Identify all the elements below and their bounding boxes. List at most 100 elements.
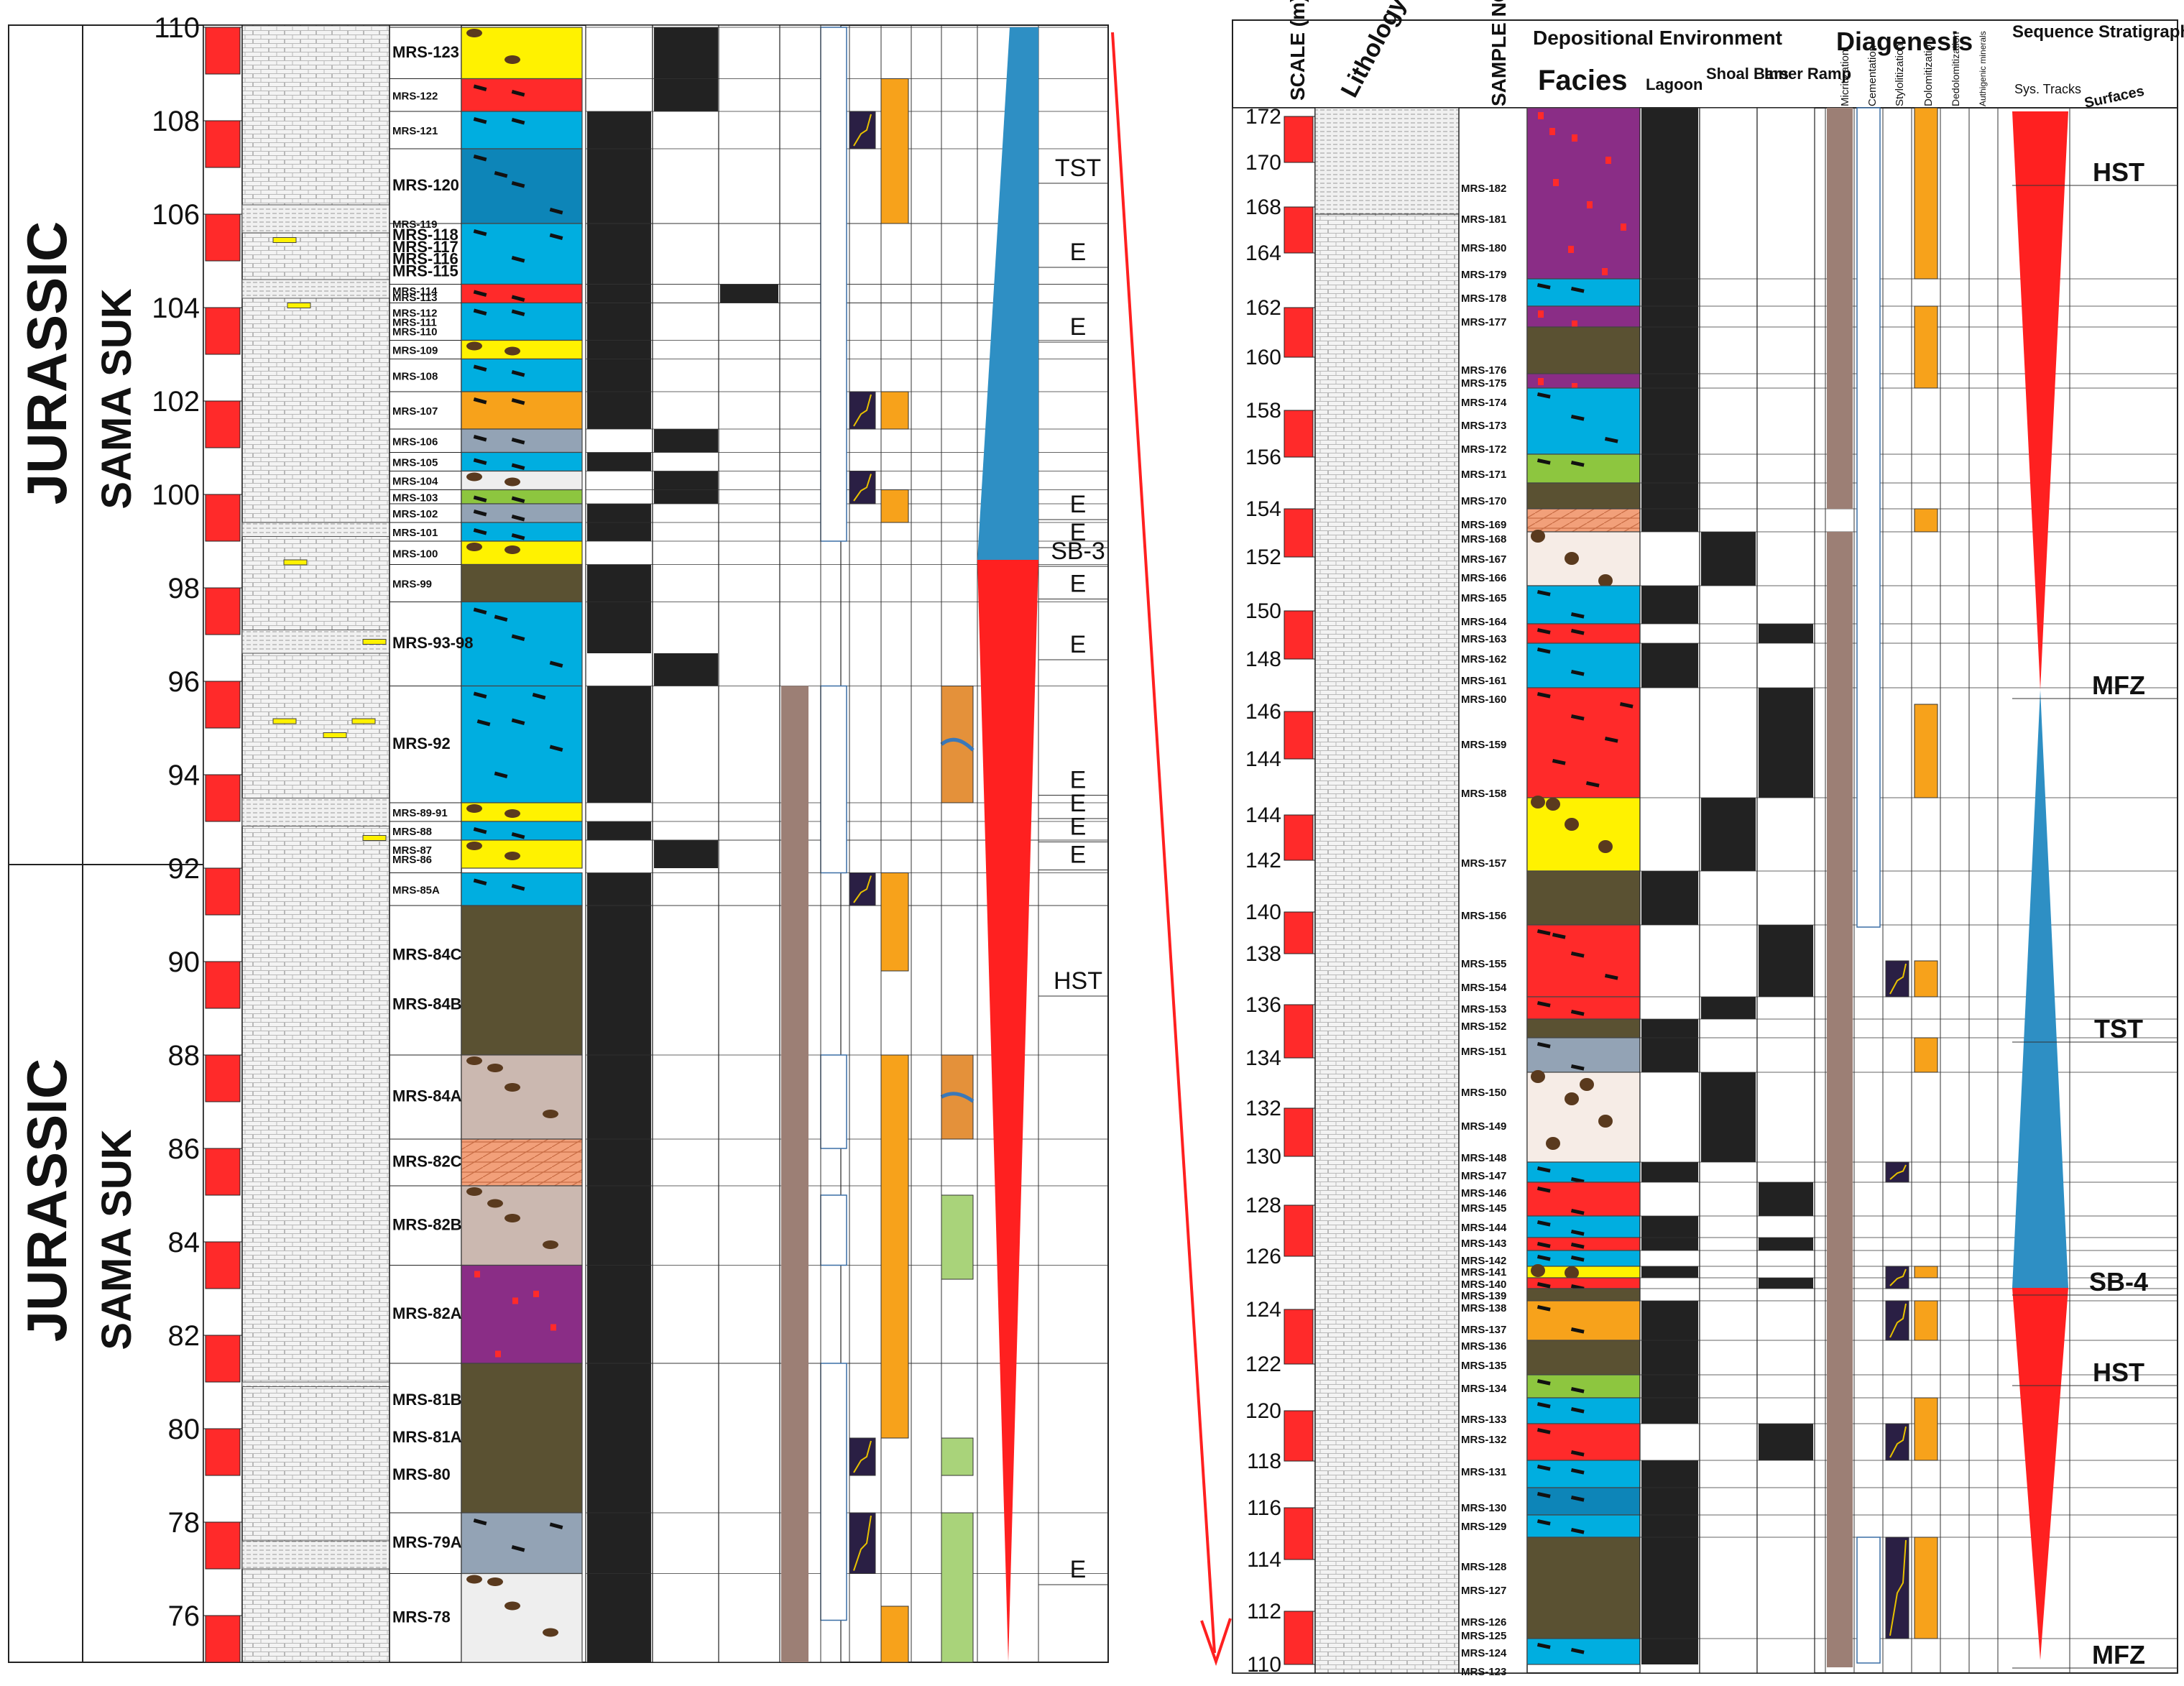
right-lagoon-fill: [1641, 871, 1698, 925]
left-scale-segment-red: [205, 1521, 241, 1570]
right-sample-label: MRS-162: [1461, 653, 1506, 665]
left-facies-grain: [511, 118, 525, 125]
right-sample-label: MRS-157: [1461, 857, 1506, 870]
left-sample-label: MRS-92: [392, 734, 451, 752]
left-sample-label: MRS-120: [392, 176, 459, 194]
right-sample-label: MRS-178: [1461, 292, 1506, 305]
left-lithology-shale-band: [241, 204, 390, 234]
left-scale-segment-red: [205, 213, 241, 262]
left-lithology-nodule: [272, 237, 297, 243]
right-scale-tick-label: 170: [1245, 151, 1281, 175]
facies-header: Facies: [1538, 65, 1628, 96]
right-surface-label: TST: [2094, 1014, 2143, 1044]
right-scale-segment-red: [1284, 508, 1314, 558]
left-facies-grain: [495, 1350, 501, 1358]
left-scale-segment-red: [205, 1241, 241, 1289]
right-facies-bed: [1526, 387, 1641, 455]
left-sample-label: MRS-79A: [392, 1533, 462, 1551]
right-dolomitization-bar: [1914, 1037, 1938, 1073]
right-facies-grain: [1536, 1643, 1551, 1649]
left-facies-grain: [473, 878, 487, 885]
left-sample-label: MRS-87: [392, 844, 432, 857]
right-sample-label: MRS-177: [1461, 316, 1506, 328]
right-sample-label: MRS-182: [1461, 183, 1506, 195]
right-sample-label: MRS-140: [1461, 1279, 1506, 1291]
right-inner-fill: [1759, 925, 1813, 997]
right-sample-label: MRS-133: [1461, 1414, 1506, 1426]
left-facies-bed: [461, 802, 583, 822]
right-lagoon-fill: [1641, 643, 1698, 688]
right-facies-grain: [1568, 246, 1574, 253]
left-facies-grain: [487, 1199, 503, 1208]
right-facies-grain: [1531, 1264, 1545, 1277]
left-facies-bed: [461, 1054, 583, 1140]
right-dolomitization-bar: [1914, 1266, 1938, 1279]
left-sample-label: MRS-117: [392, 238, 459, 256]
right-facies-grain: [1570, 1495, 1585, 1502]
left-sample-label: MRS-88: [392, 826, 432, 838]
right-scale-segment-red: [1284, 1004, 1314, 1059]
right-micritization-bar: [1827, 108, 1853, 509]
right-facies-grain: [1552, 758, 1566, 765]
left-facies-grain: [511, 496, 525, 503]
right-surface-label: MFZ: [2092, 1640, 2145, 1669]
left-environment-columns: [585, 24, 1108, 1663]
right-sample-label: MRS-145: [1461, 1202, 1506, 1215]
right-scale-tick-label: 112: [1247, 1600, 1281, 1623]
left-hst-triangle: [977, 560, 1038, 1662]
left-facies-grain: [466, 1056, 482, 1065]
left-facies-grain: [511, 832, 525, 839]
right-scale-segment-red: [1284, 1507, 1314, 1560]
right-sample-label: MRS-164: [1461, 616, 1507, 628]
right-header-row: SCALE (m) Lithology SAMPLE NO. Depositio…: [1286, 0, 2184, 111]
left-surface-label: E: [1070, 1556, 1087, 1583]
right-surface-label: MFZ: [2092, 671, 2145, 700]
right-sample-label: MRS-155: [1461, 958, 1506, 970]
right-sample-label: MRS-169: [1461, 519, 1506, 531]
left-shoal-fill: [654, 429, 718, 453]
left-facies-grain: [466, 29, 482, 37]
left-sample-label: MRS-108: [392, 370, 438, 382]
left-facies-grain: [466, 341, 482, 351]
right-facies-grain: [1580, 1078, 1594, 1091]
right-facies-grain: [1536, 1001, 1551, 1008]
left-lithology-nodule: [362, 835, 387, 841]
left-scale-tick-label: 76: [168, 1600, 201, 1632]
left-dedolomitization-vein: [940, 1092, 974, 1103]
right-lagoon-fill: [1641, 1216, 1698, 1250]
right-sample-label: MRS-137: [1461, 1324, 1506, 1336]
left-sample-label: MRS-84A: [392, 1087, 462, 1105]
left-lithology-shale-band: [241, 798, 390, 826]
right-sample-label: MRS-161: [1461, 675, 1506, 687]
left-upper-period-label: JURASSIC: [15, 221, 78, 505]
left-facies-bed: [461, 1185, 583, 1266]
left-facies-bed: [461, 1363, 583, 1514]
left-facies-grain: [466, 1187, 482, 1196]
dedolomitization-header: Dedolomitization: [1950, 32, 1961, 107]
left-facies-grain: [511, 463, 525, 470]
authigenic-header: Authigenic minerals: [1978, 31, 1988, 106]
left-stylolite-box: [849, 111, 876, 149]
left-stylolite-line: [853, 394, 872, 427]
right-sample-label: MRS-149: [1461, 1120, 1506, 1133]
right-facies-grain: [1598, 574, 1613, 587]
right-shoal-fill: [1701, 798, 1756, 871]
left-sample-label: MRS-123: [392, 43, 459, 61]
diagenesis-header: Diagenesis: [1836, 27, 1973, 56]
left-facies-grain: [466, 1575, 482, 1584]
right-facies-grain: [1570, 1528, 1585, 1534]
right-scale-tick-label: 168: [1245, 195, 1281, 219]
right-scale-tick-label: 154: [1245, 497, 1281, 521]
right-surface-label: HST: [2093, 1358, 2144, 1387]
right-facies-grain: [1536, 929, 1551, 936]
left-facies-grain: [504, 1083, 520, 1092]
left-facies-grain: [511, 514, 525, 522]
right-facies-grain: [1536, 1379, 1551, 1386]
right-scale-segment-red: [1284, 410, 1314, 458]
systracks-header: Sys. Tracks: [2014, 82, 2081, 96]
right-facies-grain: [1565, 1092, 1579, 1105]
left-authigenic-bar: [941, 1194, 974, 1280]
right-sample-label: MRS-160: [1461, 694, 1506, 706]
right-sample-label: MRS-125: [1461, 1630, 1506, 1642]
left-stylolite-box: [849, 471, 876, 505]
